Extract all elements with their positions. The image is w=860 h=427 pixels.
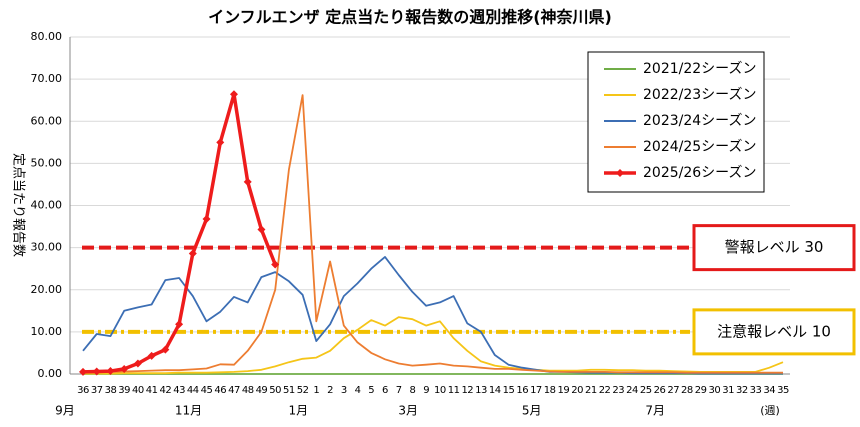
reference-label: 注意報レベル 10: [717, 322, 831, 340]
x-tick-label: 14: [489, 385, 501, 396]
x-tick-label: 40: [132, 385, 144, 396]
point-marker: [120, 364, 129, 373]
y-axis-label: 定点当たり報告数: [11, 153, 26, 257]
x-tick-label: 19: [558, 385, 570, 396]
point-marker: [257, 225, 266, 234]
x-tick-label: 35: [777, 385, 789, 396]
y-tick-label: 0.00: [38, 367, 63, 380]
x-tick-label: 8: [409, 385, 415, 396]
x-tick-label: 38: [105, 385, 117, 396]
x-tick-label: 9: [423, 385, 429, 396]
series-line: [82, 255, 783, 375]
point-marker: [175, 320, 184, 329]
x-tick-label: 12: [461, 385, 473, 396]
x-tick-label: 41: [146, 385, 158, 396]
point-marker: [133, 359, 142, 368]
point-marker: [243, 177, 252, 186]
y-tick-label: 10.00: [31, 325, 63, 338]
point-marker: [229, 90, 238, 99]
x-tick-label: 31: [722, 385, 734, 396]
point-marker: [92, 367, 101, 376]
x-tick-label: 22: [599, 385, 611, 396]
month-label: 3月: [398, 404, 418, 418]
x-tick-label: 44: [187, 385, 199, 396]
x-tick-label: 18: [544, 385, 556, 396]
x-tick-label: 30: [709, 385, 721, 396]
x-tick-label: 25: [640, 385, 652, 396]
y-tick-label: 70.00: [31, 72, 63, 85]
y-tick-label: 40.00: [31, 199, 63, 212]
point-marker: [106, 367, 115, 376]
x-tick-label: 52: [297, 385, 309, 396]
x-tick-label: 47: [228, 385, 240, 396]
x-tick-label: 4: [355, 385, 361, 396]
y-tick-label: 80.00: [31, 30, 63, 43]
month-label: 5月: [522, 404, 542, 418]
point-marker: [216, 138, 225, 147]
x-tick-label: 6: [382, 385, 388, 396]
reference-label: 警報レベル 30: [725, 238, 824, 256]
x-tick-label: 24: [626, 385, 638, 396]
point-marker: [161, 345, 170, 354]
y-tick-label: 60.00: [31, 114, 63, 127]
legend-label: 2025/26シーズン: [643, 165, 756, 181]
x-tick-label: 28: [681, 385, 693, 396]
x-tick-label: 48: [242, 385, 254, 396]
x-tick-label: 11: [448, 385, 460, 396]
x-tick-label: 16: [516, 385, 528, 396]
x-tick-label: 37: [91, 385, 103, 396]
x-tick-label: 34: [763, 385, 775, 396]
x-tick-label: 27: [667, 385, 679, 396]
y-tick-label: 50.00: [31, 156, 63, 169]
x-tick-label: 13: [475, 385, 487, 396]
month-label: 1月: [289, 404, 309, 418]
x-tick-label: 49: [256, 385, 268, 396]
x-tick-label: 26: [654, 385, 666, 396]
x-tick-label: 17: [530, 385, 542, 396]
month-label: 9月: [55, 404, 75, 418]
x-tick-label: 39: [118, 385, 130, 396]
y-tick-label: 20.00: [31, 283, 63, 296]
x-tick-label: 51: [283, 385, 295, 396]
point-marker: [271, 260, 280, 269]
x-tick-label: 10: [434, 385, 446, 396]
chart-title: インフルエンザ 定点当たり報告数の週別推移(神奈川県): [208, 8, 612, 27]
x-tick-label: 3: [341, 385, 347, 396]
x-tick-label: 50: [269, 385, 281, 396]
legend-label: 2023/24シーズン: [643, 113, 756, 129]
x-tick-label: 36: [77, 385, 89, 396]
legend-marker: [616, 169, 624, 177]
reference-box: [692, 308, 856, 356]
x-tick-label: 7: [396, 385, 402, 396]
month-label: 7月: [645, 404, 665, 418]
x-tick-label: 29: [695, 385, 707, 396]
y-tick-label: 30.00: [31, 241, 63, 254]
x-tick-label: 5: [368, 385, 374, 396]
x-tick-label: 20: [571, 385, 583, 396]
x-tick-label: 42: [159, 385, 171, 396]
legend-label: 2024/25シーズン: [643, 139, 756, 155]
x-tick-label: 23: [612, 385, 624, 396]
legend-label: 2022/23シーズン: [643, 87, 756, 103]
series-line: [82, 94, 783, 374]
month-label: 11月: [175, 404, 202, 418]
point-marker: [79, 367, 87, 376]
point-marker: [188, 249, 197, 258]
point-marker: [202, 214, 211, 223]
x-tick-label: 32: [736, 385, 748, 396]
series-line: [83, 316, 784, 375]
x-tick-label: 1: [313, 385, 319, 396]
x-tick-label: 46: [214, 385, 226, 396]
reference-box: [692, 224, 856, 272]
x-tick-label: 2: [327, 385, 333, 396]
x-unit: (週): [760, 404, 780, 417]
legend-label: 2021/22シーズン: [643, 61, 756, 77]
x-tick-label: 15: [503, 385, 515, 396]
point-marker: [147, 351, 156, 360]
x-tick-label: 21: [585, 385, 597, 396]
x-tick-label: 43: [173, 385, 185, 396]
x-tick-label: 33: [750, 385, 762, 396]
x-tick-label: 45: [201, 385, 213, 396]
